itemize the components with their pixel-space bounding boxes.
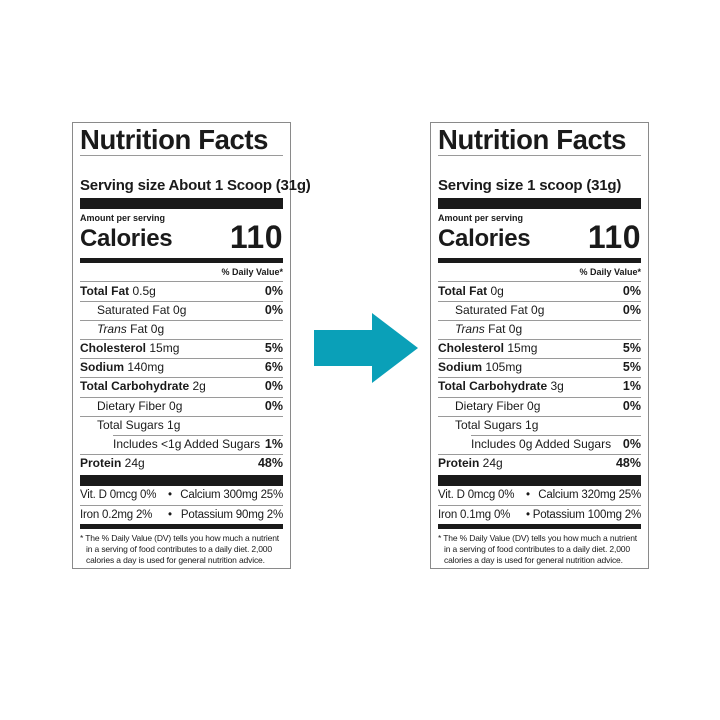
- nutrition-label-before: Nutrition Facts Serving size About 1 Sco…: [72, 122, 311, 569]
- thick-divider: [438, 475, 641, 486]
- row-cholesterol: Cholesterol 15mg 5%: [438, 341, 641, 355]
- footnote: * The % Daily Value (DV) tells you how m…: [80, 533, 279, 565]
- row-total-sugars: Total Sugars 1g: [97, 418, 181, 432]
- daily-value-header: % Daily Value*: [221, 267, 283, 277]
- row-added-sugars: Includes <1g Added Sugars 1%: [113, 437, 283, 451]
- medium-divider: [438, 258, 641, 263]
- divider: [80, 155, 283, 156]
- thick-divider: [80, 198, 283, 209]
- row-total-sugars: Total Sugars 1g: [455, 418, 539, 432]
- thick-divider: [438, 198, 641, 209]
- label-title: Nutrition Facts: [438, 124, 627, 155]
- amount-per-serving: Amount per serving: [438, 213, 524, 223]
- micro-row-1: Vit. D 0mcg 0% • Calcium 300mg 25%: [80, 489, 283, 501]
- row-sodium: Sodium 140mg 6%: [80, 360, 283, 374]
- row-saturated-fat: Saturated Fat 0g 0%: [455, 303, 641, 317]
- row-protein: Protein 24g 48%: [438, 456, 641, 470]
- calories-value: 110: [229, 219, 283, 255]
- medium-divider: [80, 524, 283, 529]
- row-total-fat: Total Fat 0g 0%: [438, 284, 641, 298]
- row-total-carbohydrate: Total Carbohydrate 3g 1%: [438, 379, 641, 393]
- arrow-right-icon: [314, 313, 418, 383]
- medium-divider: [80, 258, 283, 263]
- thick-divider: [80, 475, 283, 486]
- row-trans-fat: Trans Fat 0g: [455, 322, 523, 336]
- micro-row-2: Iron 0.1mg 0% • Potassium 100mg 2%: [438, 509, 641, 521]
- row-total-fat: Total Fat 0.5g 0%: [80, 284, 283, 298]
- label-title: Nutrition Facts: [80, 124, 269, 155]
- calories-value: 110: [587, 219, 641, 255]
- serving-size: Serving size About 1 Scoop (31g): [80, 177, 311, 194]
- row-total-carbohydrate: Total Carbohydrate 2g 0%: [80, 379, 283, 393]
- micro-row-1: Vit. D 0mcg 0% • Calcium 320mg 25%: [438, 489, 641, 501]
- footnote: * The % Daily Value (DV) tells you how m…: [438, 533, 637, 565]
- micro-row-2: Iron 0.2mg 2% • Potassium 90mg 2%: [80, 509, 283, 521]
- row-dietary-fiber: Dietary Fiber 0g 0%: [97, 399, 283, 413]
- row-dietary-fiber: Dietary Fiber 0g 0%: [455, 399, 641, 413]
- daily-value-header: % Daily Value*: [579, 267, 641, 277]
- row-trans-fat: Trans Fat 0g: [97, 322, 165, 336]
- nutrition-label-after: Nutrition Facts Serving size 1 scoop (31…: [430, 122, 649, 569]
- row-added-sugars: Includes 0g Added Sugars 0%: [471, 437, 641, 451]
- row-saturated-fat: Saturated Fat 0g 0%: [97, 303, 283, 317]
- divider: [438, 155, 641, 156]
- row-sodium: Sodium 105mg 5%: [438, 360, 641, 374]
- medium-divider: [438, 524, 641, 529]
- calories-label: Calories: [438, 225, 531, 252]
- row-cholesterol: Cholesterol 15mg 5%: [80, 341, 283, 355]
- calories-label: Calories: [80, 225, 173, 252]
- row-protein: Protein 24g 48%: [80, 456, 283, 470]
- amount-per-serving: Amount per serving: [80, 213, 166, 223]
- serving-size: Serving size 1 scoop (31g): [438, 177, 622, 194]
